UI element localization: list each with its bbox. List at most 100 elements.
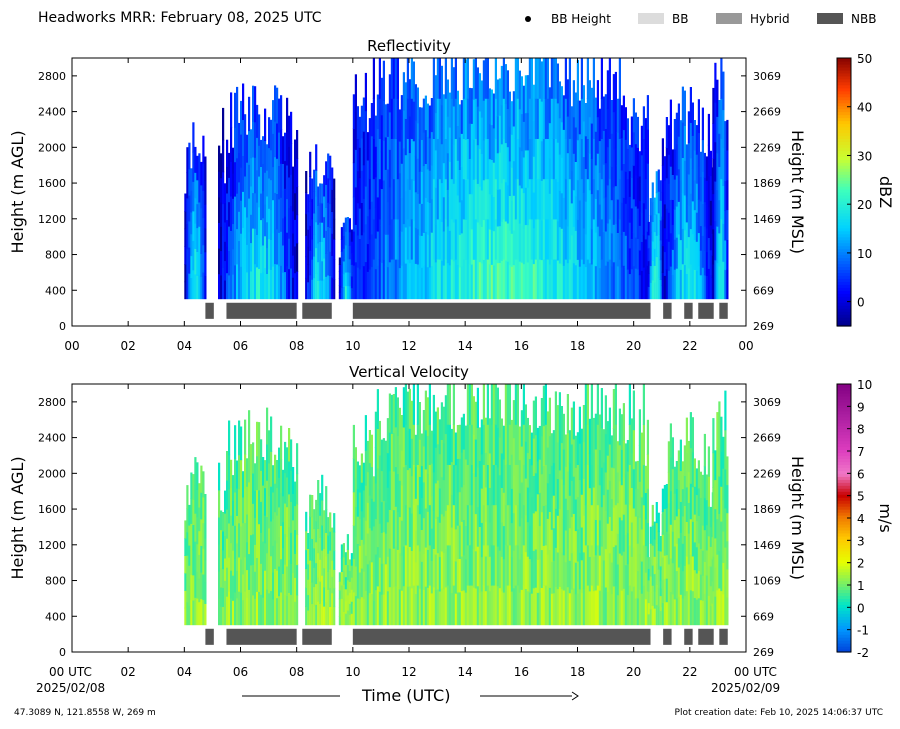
x-tick-label: 18: [570, 665, 585, 679]
heatmap-cell: [392, 586, 395, 626]
heatmap-cell: [192, 210, 195, 241]
heatmap-cell: [430, 495, 433, 529]
heatmap-cell: [570, 138, 573, 172]
heatmap-cell: [432, 586, 435, 626]
heatmap-cell: [315, 520, 318, 543]
heatmap-cell: [313, 191, 316, 214]
heatmap-cell: [226, 538, 229, 568]
heatmap-cell: [234, 525, 237, 560]
heatmap-cell: [406, 430, 409, 471]
chart-title: Reflectivity: [367, 37, 451, 55]
heatmap-cell: [374, 115, 377, 147]
heatmap-cell: [340, 584, 343, 599]
heatmap-cell: [368, 462, 371, 496]
heatmap-cell: [390, 58, 393, 99]
heatmap-cell: [366, 187, 369, 217]
heatmap-cell: [432, 433, 435, 473]
heatmap-cell: [520, 262, 523, 300]
heatmap-cell: [236, 597, 239, 626]
heatmap-cell: [544, 585, 547, 626]
heatmap-cell: [398, 407, 401, 445]
heatmap-cell: [693, 597, 696, 626]
heatmap-cell: [709, 249, 712, 275]
heatmap-cell: [538, 138, 541, 180]
heatmap-cell: [311, 178, 314, 200]
heatmap-cell: [450, 259, 453, 300]
heatmap-cell: [681, 597, 684, 626]
heatmap-cell: [564, 529, 567, 563]
heatmap-cell: [634, 112, 637, 145]
heatmap-cell: [661, 579, 664, 604]
heatmap-cell: [354, 565, 357, 597]
x-tick-label: 04: [177, 665, 192, 679]
heatmap-cell: [374, 207, 377, 239]
heatmap-cell: [432, 218, 435, 260]
heatmap-cell: [470, 228, 473, 265]
heatmap-cell: [392, 509, 395, 549]
heatmap-cell: [712, 87, 715, 124]
heatmap-cell: [628, 504, 631, 546]
heatmap-cell: [642, 138, 645, 172]
heatmap-cell: [536, 98, 539, 139]
heatmap-cell: [292, 255, 295, 278]
heatmap-cell: [618, 259, 621, 300]
y-tick-label-right: 669: [753, 610, 774, 623]
heatmap-cell: [636, 238, 639, 270]
heatmap-cell: [342, 556, 345, 572]
colorbar-cell: [837, 500, 851, 504]
heatmap-cell: [452, 67, 455, 107]
heatmap-cell: [592, 259, 595, 300]
heatmap-cell: [408, 467, 411, 508]
heatmap-cell: [530, 218, 533, 260]
heatmap-cell: [488, 228, 491, 265]
heatmap-cell: [356, 570, 359, 599]
heatmap-cell: [516, 98, 519, 139]
heatmap-cell: [446, 424, 449, 465]
heatmap-cell: [705, 524, 708, 551]
heatmap-cell: [406, 58, 409, 99]
heatmap-cell: [348, 218, 351, 233]
heatmap-cell: [248, 410, 251, 447]
heatmap-cell: [404, 544, 407, 586]
heatmap-cell: [512, 125, 515, 162]
heatmap-cell: [512, 264, 515, 300]
heatmap-cell: [224, 580, 227, 604]
colorbar-cell: [837, 162, 851, 166]
heatmap-cell: [276, 460, 279, 489]
heatmap-cell: [378, 454, 381, 490]
heatmap-cell: [234, 230, 237, 266]
heatmap-cell: [681, 263, 684, 300]
colorbar-tick-label: 40: [857, 101, 872, 115]
heatmap-cell: [689, 483, 692, 520]
heatmap-cell: [685, 556, 688, 592]
colorbar-cell: [837, 404, 851, 409]
heatmap-cell: [317, 242, 320, 263]
heatmap-cell: [272, 598, 275, 626]
heatmap-cell: [184, 228, 187, 247]
heatmap-cell: [659, 259, 662, 280]
heatmap-cell: [651, 545, 654, 566]
heatmap-cell: [254, 490, 257, 518]
heatmap-cell: [260, 219, 263, 247]
heatmap-cell: [442, 588, 445, 626]
colorbar-cell: [837, 643, 851, 647]
heatmap-cell: [526, 590, 529, 626]
heatmap-cell: [432, 178, 435, 220]
heatmap-cell: [274, 568, 277, 598]
heatmap-cell: [472, 219, 475, 260]
heatmap-cell: [256, 104, 259, 138]
heatmap-cell: [697, 232, 700, 267]
heatmap-cell: [480, 522, 483, 558]
colorbar-cell: [837, 577, 851, 582]
heatmap-cell: [594, 97, 597, 132]
heatmap-cell: [685, 521, 688, 557]
heatmap-cell: [370, 266, 373, 300]
heatmap-cell: [386, 590, 389, 626]
legend-patch-nbb: [817, 13, 843, 24]
heatmap-cell: [498, 587, 501, 626]
heatmap-cell: [693, 179, 696, 211]
heatmap-cell: [472, 59, 475, 100]
x-tick-label: 22: [682, 665, 697, 679]
heatmap-cell: [550, 529, 553, 562]
heatmap-cell: [402, 72, 405, 111]
